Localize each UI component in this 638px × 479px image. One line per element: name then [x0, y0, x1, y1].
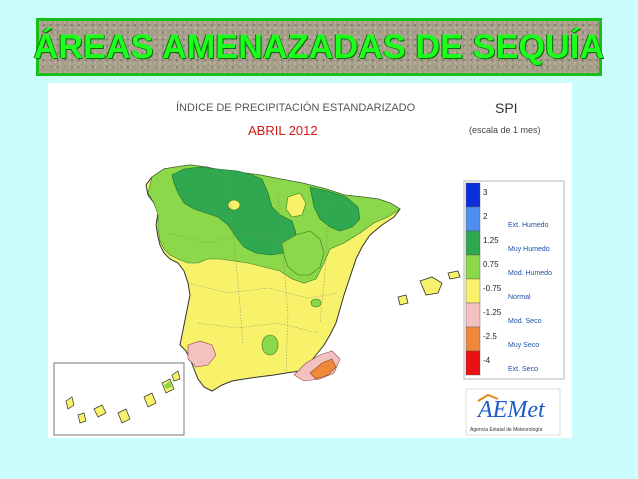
normal-pocket-west [227, 199, 241, 211]
index-code: SPI [495, 100, 518, 116]
balearic-mallorca [419, 276, 443, 296]
title-banner: ÁREAS AMENAZADAS DE SEQUÍA [33, 18, 605, 76]
moderately-humid-south-2 [310, 298, 322, 308]
spi-map: ÍNDICE DE PRECIPITACIÓN ESTANDARIZADO AB… [53, 100, 565, 436]
scale-note: (escala de 1 mes) [469, 125, 541, 135]
legend-tick-label: -1.25 [483, 308, 502, 317]
legend-tick-label: -4 [483, 356, 491, 365]
aemet-logo: AEMet Agencia Estatal de Meteorología [465, 388, 561, 436]
legend-swatch [465, 302, 481, 328]
canary-islands [65, 370, 181, 424]
legend-swatch [465, 350, 481, 376]
aemet-logo-wordmark: AEMet [476, 397, 546, 423]
moderately-dry-southwest [187, 340, 217, 368]
legend-swatch [465, 206, 481, 232]
legend-frame [463, 180, 565, 380]
legend-tick-label: 0.75 [483, 260, 499, 269]
legend-swatch [465, 230, 481, 256]
legend-swatch [465, 182, 481, 208]
balearic-ibiza [397, 294, 409, 306]
legend: Ext. Humedo Muy Humedo Mod. Humedo Normal Mo… [463, 180, 565, 380]
legend-tick-label: -2.5 [483, 332, 497, 341]
legend-swatch [465, 326, 481, 352]
canary-green-patch [164, 381, 172, 389]
province-borders [167, 182, 339, 374]
canary-islands-inset [53, 362, 185, 436]
moderately-humid-central [281, 230, 325, 276]
moderately-humid-south-1 [261, 334, 279, 356]
legend-tick-label: 2 [483, 212, 488, 221]
legend-class-label: Mod. Humedo [508, 270, 552, 277]
legend-class-label: Ext. Seco [508, 366, 538, 373]
very-humid-east [309, 186, 361, 232]
very-dry-southeast [309, 358, 337, 380]
legend-swatch [465, 278, 481, 304]
legend-tick-label: 1.25 [483, 236, 499, 245]
map-period: ABRIL 2012 [248, 123, 318, 138]
legend-class-label: Normal [508, 294, 531, 301]
legend-class-label: Muy Seco [508, 342, 539, 349]
banner-title: ÁREAS AMENAZADAS DE SEQUÍA [33, 27, 605, 66]
legend-tick-label: 3 [483, 188, 488, 197]
legend-class-label: Ext. Humedo [508, 222, 549, 229]
balearic-menorca [447, 270, 461, 280]
normal-pocket-north [285, 192, 307, 218]
legend-swatch [465, 254, 481, 280]
legend-class-label: Muy Humedo [508, 246, 550, 253]
map-title: ÍNDICE DE PRECIPITACIÓN ESTANDARIZADO [176, 101, 416, 114]
legend-tick-label: -0.75 [483, 284, 502, 293]
legend-class-label: Mod. Seco [508, 318, 542, 325]
spi-map-panel: ÍNDICE DE PRECIPITACIÓN ESTANDARIZADO AB… [48, 83, 572, 438]
aemet-logo-tagline: Agencia Estatal de Meteorología [470, 427, 542, 433]
